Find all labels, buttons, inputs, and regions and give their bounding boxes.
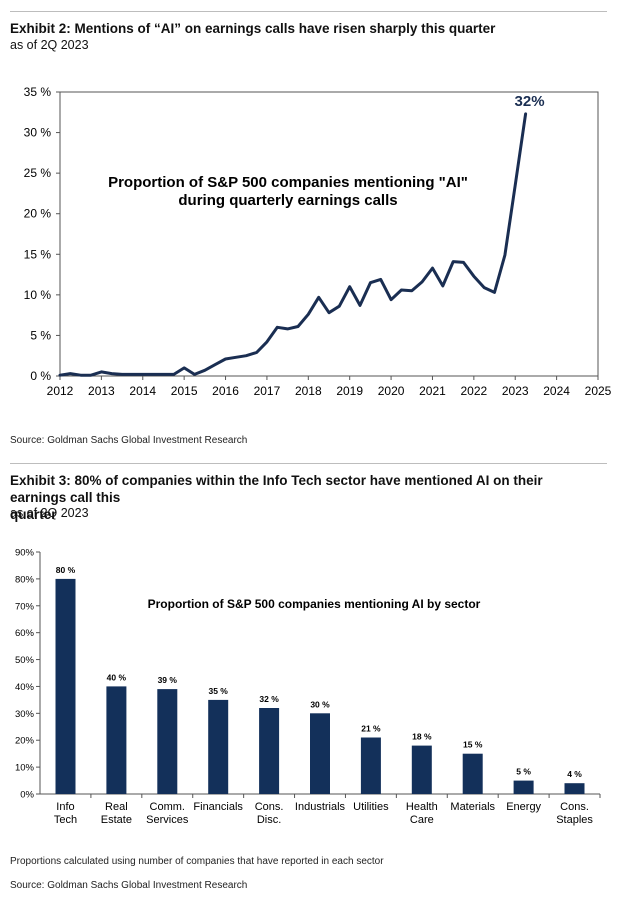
bar-value-label: 35 % bbox=[208, 686, 228, 696]
exhibit2-title: Exhibit 2: Mentions of “AI” on earnings … bbox=[10, 21, 496, 36]
bar-value-label: 18 % bbox=[412, 732, 432, 742]
category-label: Cons. bbox=[560, 801, 589, 813]
x-tick-label: 2017 bbox=[254, 384, 281, 398]
bar bbox=[462, 753, 483, 794]
bar-value-label: 80 % bbox=[56, 565, 76, 575]
bar-chart-title: Proportion of S&P 500 companies mentioni… bbox=[148, 597, 481, 611]
bar-y-tick-label: 0% bbox=[20, 790, 34, 801]
bar bbox=[157, 689, 178, 794]
bar-y-tick-label: 90% bbox=[15, 548, 35, 559]
exhibit3-title-line1: Exhibit 3: 80% of companies within the I… bbox=[10, 473, 543, 505]
latest-value-annotation: 32% bbox=[515, 93, 545, 110]
y-tick-label: 30 % bbox=[24, 126, 52, 140]
category-label: Cons. bbox=[255, 801, 284, 813]
category-label: Utilities bbox=[353, 801, 389, 813]
category-label: Disc. bbox=[257, 814, 281, 826]
middle-rule bbox=[10, 463, 607, 464]
x-tick-label: 2015 bbox=[171, 384, 198, 398]
x-tick-label: 2018 bbox=[295, 384, 322, 398]
exhibit2-source: Source: Goldman Sachs Global Investment … bbox=[10, 435, 248, 446]
exhibit3-note: Proportions calculated using number of c… bbox=[10, 856, 384, 867]
x-tick-label: 2020 bbox=[378, 384, 405, 398]
category-label: Industrials bbox=[295, 801, 346, 813]
exhibit2-subtitle: as of 2Q 2023 bbox=[10, 38, 89, 52]
line-chart-frame bbox=[59, 91, 599, 377]
bar-y-tick-label: 60% bbox=[15, 628, 35, 639]
category-label: Health bbox=[406, 801, 438, 813]
bar-value-label: 15 % bbox=[463, 740, 483, 750]
bar-y-tick-label: 40% bbox=[15, 682, 35, 693]
bar-value-label: 32 % bbox=[259, 694, 279, 704]
exhibit3-title-line2: quarter bbox=[10, 507, 57, 522]
y-tick-label: 5 % bbox=[30, 328, 51, 342]
ai-mentions-line bbox=[58, 112, 528, 377]
x-tick-label: 2024 bbox=[543, 384, 570, 398]
bar-value-label: 30 % bbox=[310, 699, 330, 709]
y-tick-label: 25 % bbox=[24, 166, 52, 180]
bar bbox=[411, 745, 432, 794]
x-tick-label: 2022 bbox=[460, 384, 487, 398]
category-label: Energy bbox=[506, 801, 541, 813]
bar-y-tick-label: 70% bbox=[15, 601, 35, 612]
exhibit3-source: Source: Goldman Sachs Global Investment … bbox=[10, 880, 248, 891]
x-tick-label: 2013 bbox=[88, 384, 115, 398]
category-label: Real bbox=[105, 801, 128, 813]
category-label: Care bbox=[410, 814, 434, 826]
x-tick-label: 2025 bbox=[585, 384, 612, 398]
x-tick-label: 2012 bbox=[47, 384, 74, 398]
y-tick-label: 35 % bbox=[24, 85, 52, 99]
category-label: Estate bbox=[101, 814, 132, 826]
bar-y-tick-label: 80% bbox=[15, 574, 35, 585]
bar-y-tick-label: 30% bbox=[15, 709, 35, 720]
bar bbox=[106, 686, 127, 794]
line-chart-title-line2: during quarterly earnings calls bbox=[178, 192, 397, 209]
bar bbox=[310, 713, 330, 794]
y-tick-label: 20 % bbox=[24, 207, 52, 221]
exhibit3-subtitle: as of 2Q 2023 bbox=[10, 506, 89, 520]
bar-y-tick-label: 20% bbox=[15, 736, 35, 747]
exhibit3-title: Exhibit 3: 80% of companies within the I… bbox=[10, 472, 600, 523]
bar-y-tick-label: 10% bbox=[15, 763, 35, 774]
bar bbox=[259, 708, 280, 794]
bar-value-label: 21 % bbox=[361, 724, 381, 734]
bar bbox=[513, 780, 534, 794]
bar-y-tick-label: 50% bbox=[15, 655, 35, 666]
category-label: Info bbox=[56, 801, 74, 813]
x-tick-label: 2014 bbox=[129, 384, 156, 398]
top-rule bbox=[10, 11, 607, 12]
bar bbox=[208, 699, 229, 794]
category-label: Services bbox=[146, 814, 189, 826]
bar-value-label: 4 % bbox=[567, 769, 582, 779]
x-tick-label: 2019 bbox=[336, 384, 363, 398]
x-tick-label: 2016 bbox=[212, 384, 239, 398]
bar-value-label: 39 % bbox=[158, 675, 178, 685]
line-chart: 0 % 5 % 10 % 15 % 20 % 25 % 30 % 35 % 2012 2013 2… bbox=[24, 85, 612, 398]
bar bbox=[360, 737, 381, 794]
x-tick-label: 2023 bbox=[502, 384, 529, 398]
category-label: Staples bbox=[556, 814, 593, 826]
y-tick-label: 0 % bbox=[30, 369, 51, 383]
y-tick-label: 15 % bbox=[24, 247, 52, 261]
bar bbox=[55, 578, 76, 794]
bar bbox=[564, 783, 585, 794]
category-label: Materials bbox=[450, 801, 495, 813]
bar-value-label: 5 % bbox=[516, 767, 531, 777]
bar-chart: 0% 10% 20% 30% 40% 50% 60% 70% 80% 90% 80 % InfoTe… bbox=[15, 548, 601, 826]
category-label: Financials bbox=[193, 801, 243, 813]
x-tick-label: 2021 bbox=[419, 384, 446, 398]
y-tick-label: 10 % bbox=[24, 288, 52, 302]
category-label: Comm. bbox=[150, 801, 185, 813]
line-chart-title-line1: Proportion of S&P 500 companies mentioni… bbox=[108, 174, 468, 191]
category-label: Tech bbox=[54, 814, 77, 826]
bar-value-label: 40 % bbox=[107, 672, 127, 682]
